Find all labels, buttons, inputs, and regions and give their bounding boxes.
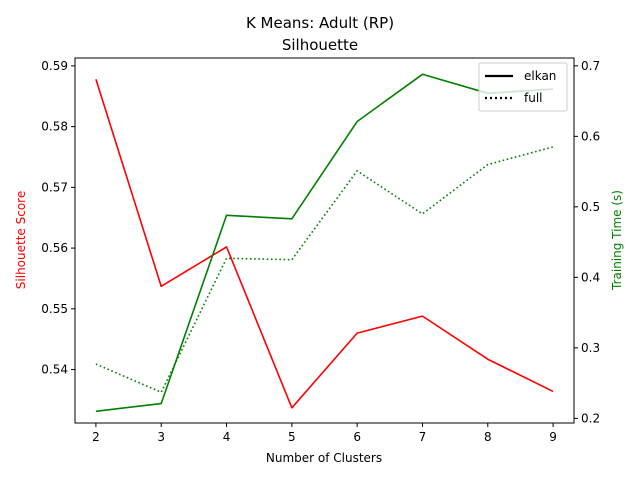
x-tick-label: 7 [419,430,427,444]
x-tick-label: 4 [223,430,231,444]
y-left-tick-label: 0.59 [41,59,68,73]
y-left-tick-label: 0.56 [41,241,68,255]
x-tick-label: 5 [288,430,296,444]
y-right-tick-label: 0.3 [581,341,600,355]
x-axis-label: Number of Clusters [266,451,382,465]
y-right-tick-label: 0.5 [581,200,600,214]
legend-elkan-label: elkan [524,69,556,83]
y-axis-left-label: Silhouette Score [14,191,28,289]
y-axis-right-label: Training Time (s) [610,190,624,291]
legend: elkan full [478,62,568,112]
x-tick-label: 9 [549,430,557,444]
chart-title: K Means: Adult (RP) [246,14,394,32]
y-right-tick-label: 0.4 [581,270,600,284]
y-left-tick-label: 0.58 [41,120,68,134]
x-tick-label: 2 [92,430,100,444]
y-right-tick-label: 0.6 [581,129,600,143]
series-time-full [95,146,554,394]
y-left-tick-label: 0.55 [41,302,68,316]
series-time-elkan [95,73,554,413]
plot-frame [74,57,575,424]
legend-full-label: full [524,91,543,105]
y-left-tick-label: 0.54 [41,363,68,377]
y-right-tick-label: 0.2 [581,411,600,425]
series-silhouette-elkan [95,79,554,409]
x-tick-label: 3 [157,430,165,444]
chart-subtitle: Silhouette [282,36,358,54]
y-right-tick-label: 0.7 [581,59,600,73]
series-layer [95,73,554,413]
x-tick-label: 8 [484,430,492,444]
axes-layer: 2 3 4 5 6 7 8 9 0.54 0.55 0.56 0.57 0.58 0.59 0.2 0.3 0.… [41,57,600,444]
x-tick-label: 6 [353,430,361,444]
y-left-tick-label: 0.57 [41,180,68,194]
